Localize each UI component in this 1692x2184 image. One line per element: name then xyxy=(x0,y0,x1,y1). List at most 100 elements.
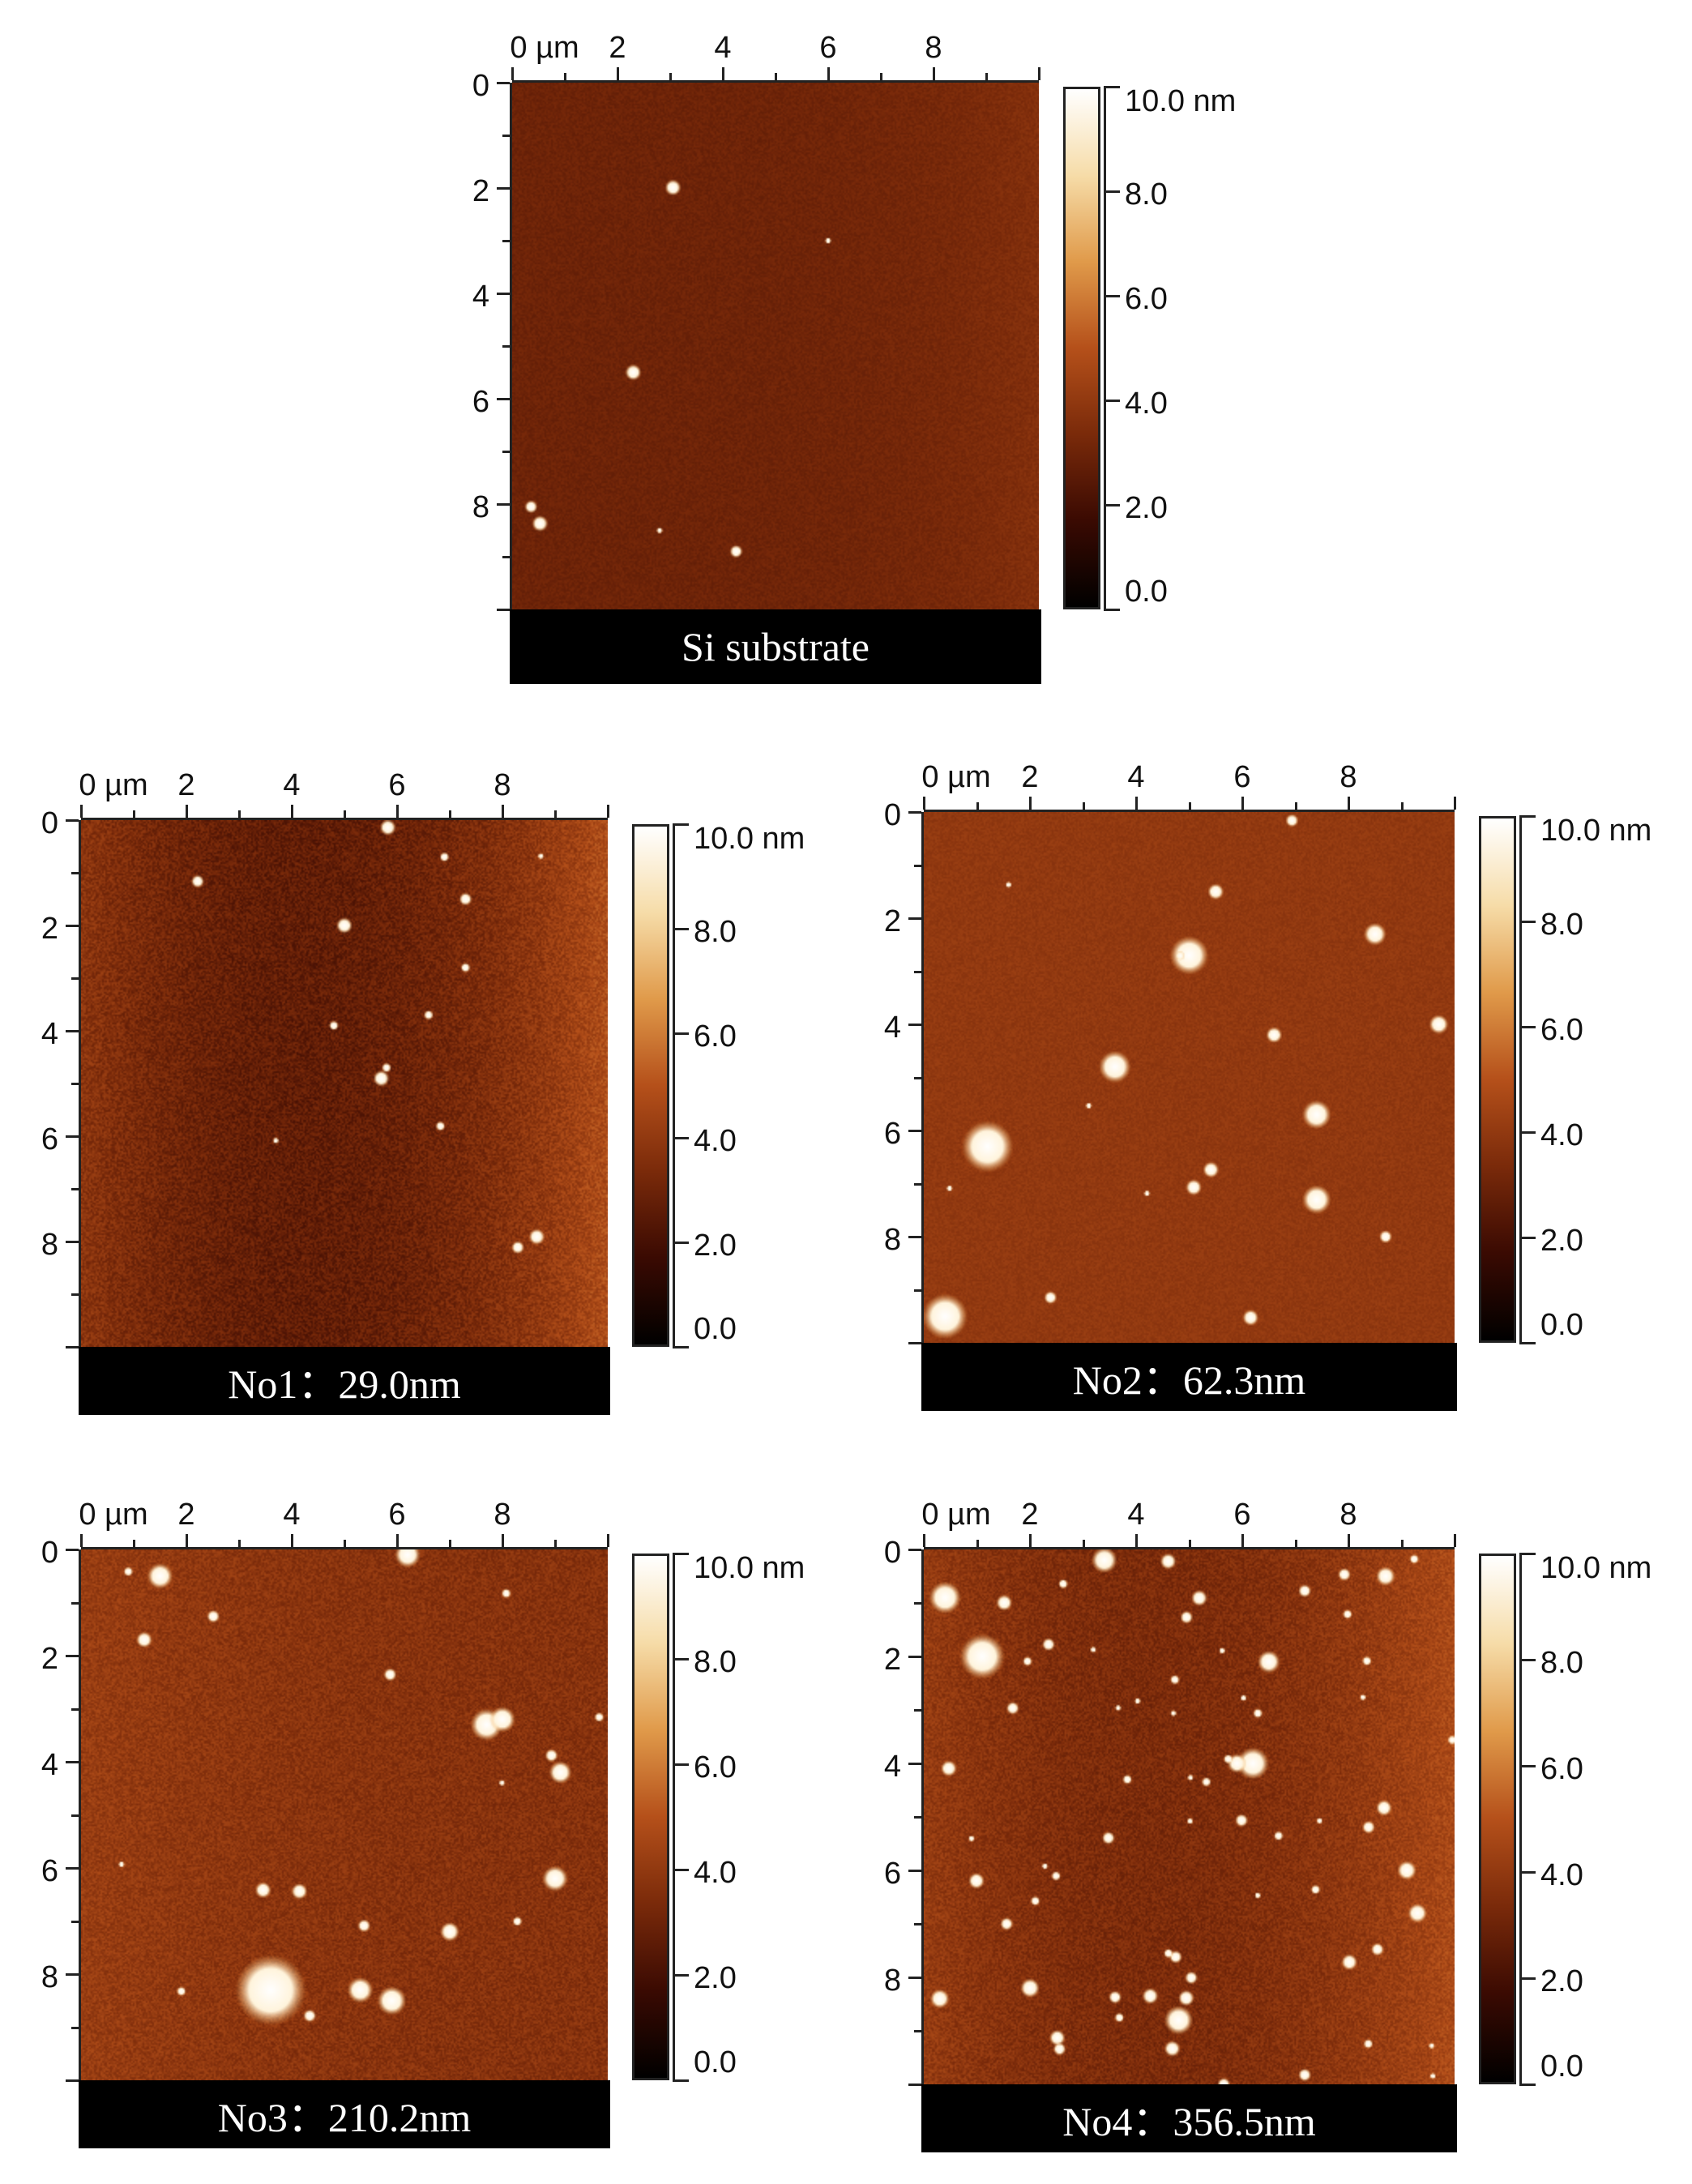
x-axis-line xyxy=(81,1547,608,1549)
x-tick xyxy=(502,805,504,818)
x-tick xyxy=(80,1534,83,1547)
x-axis-line xyxy=(81,818,608,820)
x-tick xyxy=(344,1540,346,1547)
x-tick xyxy=(1082,1540,1085,1547)
x-tick-label: 8 xyxy=(494,1498,511,1532)
colorbar-tick xyxy=(673,1346,689,1348)
colorbar-tick xyxy=(673,2079,689,2082)
colorbar-label: 8.0 xyxy=(1125,177,1168,212)
y-tick xyxy=(66,1241,79,1243)
x-tick xyxy=(985,73,988,80)
x-tick-label: 4 xyxy=(1127,760,1145,794)
x-tick xyxy=(1082,802,1085,810)
y-tick-label: 4 xyxy=(41,1748,58,1782)
colorbar-tick xyxy=(673,928,689,930)
y-tick xyxy=(66,925,79,927)
colorbar-tick xyxy=(673,1137,689,1139)
y-tick-label: 2 xyxy=(41,912,58,946)
height-map-image xyxy=(924,812,1455,1343)
x-tick xyxy=(1348,1534,1350,1547)
colorbar-tick xyxy=(673,1553,689,1555)
x-tick xyxy=(669,73,672,80)
x-tick xyxy=(238,1540,241,1547)
colorbar-tick xyxy=(1519,1977,1536,1980)
y-tick xyxy=(66,1655,79,1657)
y-tick xyxy=(66,1867,79,1870)
colorbar xyxy=(1479,1554,1516,2084)
colorbar-label: 0.0 xyxy=(1540,2049,1583,2084)
x-tick xyxy=(976,802,979,810)
colorbar xyxy=(1479,816,1516,1343)
colorbar xyxy=(632,824,669,1347)
y-tick xyxy=(914,864,921,867)
y-tick xyxy=(66,819,79,822)
x-tick xyxy=(923,797,925,810)
x-tick xyxy=(607,805,609,818)
x-tick xyxy=(1188,1540,1191,1547)
y-tick-label: 6 xyxy=(883,1117,901,1151)
y-tick xyxy=(908,1549,921,1551)
height-map-image xyxy=(924,1549,1455,2084)
x-tick xyxy=(722,67,724,80)
x-tick-label: 0 µm xyxy=(79,1498,148,1532)
y-tick xyxy=(71,1188,79,1190)
y-tick xyxy=(66,1346,79,1348)
y-tick-label: 0 xyxy=(883,798,901,832)
y-tick xyxy=(66,2079,79,2082)
colorbar-tick xyxy=(673,1242,689,1244)
x-tick xyxy=(1029,797,1032,810)
x-tick xyxy=(564,73,566,80)
colorbar-label: 4.0 xyxy=(1540,1118,1583,1152)
y-tick xyxy=(914,1289,921,1292)
colorbar-tick xyxy=(1104,295,1120,297)
x-tick xyxy=(554,810,557,818)
x-tick xyxy=(607,1534,609,1547)
y-tick xyxy=(71,1814,79,1817)
colorbar-axis xyxy=(1519,816,1522,1343)
colorbar-tick xyxy=(673,1658,689,1660)
y-tick-label: 8 xyxy=(41,1228,58,1262)
x-tick xyxy=(396,805,399,818)
y-tick xyxy=(66,1761,79,1763)
colorbar-tick xyxy=(1104,504,1120,506)
panel-no2: 0 µm 2 4 6 8 0 2 4 6 8 No2：62.3nm 10.0 nm 8.0 6.0 4.0 2… xyxy=(859,746,1677,1426)
y-tick xyxy=(71,1293,79,1296)
colorbar xyxy=(632,1554,669,2080)
colorbar-label: 8.0 xyxy=(694,915,737,949)
x-tick xyxy=(923,1534,925,1547)
y-tick xyxy=(71,977,79,980)
y-tick xyxy=(502,240,510,242)
y-tick-label: 4 xyxy=(472,280,489,314)
y-tick xyxy=(914,2030,921,2032)
y-tick xyxy=(914,1602,921,1605)
colorbar-axis xyxy=(1519,1554,1522,2084)
y-tick xyxy=(908,2084,921,2086)
y-tick xyxy=(908,1024,921,1026)
colorbar-label: 10.0 nm xyxy=(1540,814,1652,848)
colorbar-label: 2.0 xyxy=(694,1229,737,1263)
colorbar-tick xyxy=(1104,86,1120,88)
y-tick xyxy=(71,2026,79,2029)
x-tick xyxy=(775,73,777,80)
y-tick-label: 6 xyxy=(883,1857,901,1891)
sample-caption: Si substrate xyxy=(510,609,1041,684)
colorbar-tick xyxy=(1519,1026,1536,1028)
sample-caption: No4：356.5nm xyxy=(921,2084,1457,2152)
y-tick xyxy=(914,970,921,973)
y-tick xyxy=(497,293,510,295)
x-tick xyxy=(1135,797,1138,810)
colorbar-tick xyxy=(1519,1765,1536,1767)
y-tick xyxy=(502,345,510,348)
y-tick xyxy=(66,1030,79,1032)
colorbar-tick xyxy=(1519,1659,1536,1661)
y-tick-label: 4 xyxy=(883,1011,901,1045)
y-tick-label: 2 xyxy=(41,1642,58,1676)
x-tick xyxy=(1188,802,1191,810)
x-tick xyxy=(827,67,830,80)
x-tick-label: 6 xyxy=(388,768,406,802)
colorbar-label: 6.0 xyxy=(1540,1013,1583,1047)
x-tick xyxy=(502,1534,504,1547)
y-tick xyxy=(908,1977,921,1979)
colorbar-label: 0.0 xyxy=(694,1312,737,1346)
x-tick xyxy=(133,810,135,818)
